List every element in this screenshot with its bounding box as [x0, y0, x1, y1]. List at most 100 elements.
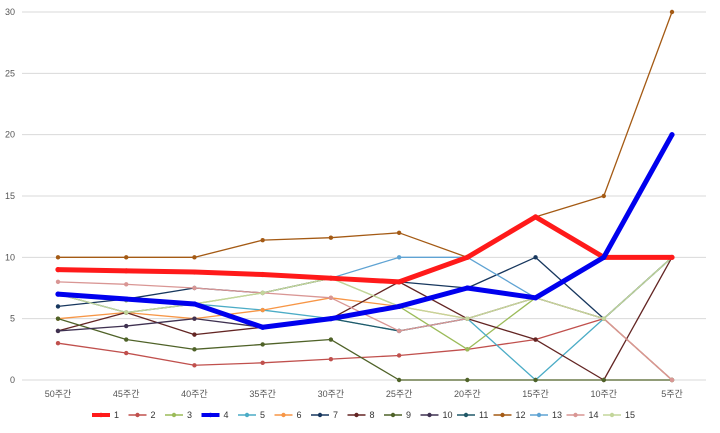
data-point [191, 301, 198, 307]
data-point [124, 323, 129, 329]
data-point [123, 296, 129, 302]
data-point [260, 360, 265, 366]
data-point [192, 332, 197, 337]
data-point [124, 337, 129, 342]
data-point [601, 254, 607, 260]
series-line-15 [57, 256, 673, 320]
series-5 [55, 291, 675, 383]
data-point [464, 254, 470, 260]
legend-marker [536, 412, 542, 418]
legend-label: 6 [297, 410, 302, 420]
data-point [260, 342, 265, 347]
data-point [124, 255, 129, 260]
legend-marker [135, 412, 140, 418]
legend-label: 12 [516, 410, 526, 420]
data-point [328, 295, 334, 301]
data-point [396, 353, 402, 358]
data-point [55, 291, 61, 297]
series-line-8 [57, 256, 673, 381]
data-point [396, 279, 402, 285]
data-point [669, 132, 675, 138]
data-point [260, 271, 266, 278]
data-point [55, 328, 61, 334]
y-tick-label: 10 [5, 252, 15, 262]
data-point [328, 235, 334, 240]
x-tick-label: 40주간 [181, 389, 208, 399]
data-point [260, 237, 265, 243]
series-10 [55, 255, 675, 334]
legend-marker [573, 412, 578, 418]
x-tick-label: 25주간 [386, 389, 413, 399]
data-point [601, 193, 606, 199]
data-point [55, 267, 61, 273]
data-point [260, 324, 266, 330]
data-point [55, 304, 61, 309]
data-point [669, 254, 675, 260]
legend-marker [390, 412, 396, 418]
legend-label: 9 [406, 410, 411, 420]
series-4 [55, 132, 675, 330]
legend-item-12: 12 [493, 410, 526, 420]
legend-item-11: 11 [457, 410, 488, 420]
data-point [532, 214, 539, 220]
data-point [55, 279, 61, 285]
data-point [396, 328, 402, 334]
data-point [533, 255, 538, 260]
data-point [396, 377, 402, 383]
legend-marker [281, 412, 286, 418]
legend-marker [500, 412, 505, 418]
series-line-12 [57, 11, 673, 258]
data-point [124, 282, 129, 287]
legend-item-3: 3 [165, 410, 192, 420]
x-tick-label: 5주간 [661, 389, 683, 399]
y-tick-label: 25 [5, 68, 15, 78]
legend-label: 10 [443, 410, 453, 420]
data-point [124, 350, 129, 356]
legend-item-6: 6 [274, 410, 302, 420]
data-point [192, 363, 197, 368]
legend-label: 11 [479, 410, 488, 420]
data-point [191, 269, 198, 275]
data-point [465, 377, 470, 383]
x-tick-label: 15주간 [522, 389, 549, 399]
legend-item-1: 1 [92, 410, 119, 420]
legend-item-13: 13 [530, 410, 562, 420]
data-point [465, 347, 470, 352]
legend-label: 14 [589, 410, 599, 420]
x-tick-label: 20주간 [454, 389, 481, 399]
data-point [669, 377, 675, 383]
legend-marker [354, 412, 359, 418]
data-point [328, 356, 334, 362]
data-point [328, 316, 334, 322]
data-point [669, 9, 675, 15]
legend-label: 15 [625, 410, 635, 420]
data-point [601, 377, 606, 383]
legend-marker [427, 412, 432, 418]
data-point [192, 347, 197, 352]
data-point [328, 275, 334, 281]
data-point [396, 303, 402, 309]
legend-marker [317, 412, 323, 418]
legend-item-5: 5 [238, 410, 265, 420]
legend-label: 8 [370, 410, 375, 420]
x-tick-label: 30주간 [318, 389, 345, 399]
data-point [55, 341, 61, 346]
data-point [260, 290, 265, 296]
data-point [55, 316, 61, 321]
y-tick-label: 20 [5, 130, 15, 140]
x-tick-label: 10주간 [590, 389, 617, 399]
series-line-1 [55, 214, 675, 285]
y-tick-label: 15 [5, 191, 15, 201]
data-point [533, 337, 538, 342]
legend-label: 7 [333, 410, 338, 420]
legend-label: 1 [114, 410, 119, 420]
data-point [192, 316, 197, 321]
legend-item-7: 7 [311, 410, 338, 420]
data-point [464, 285, 470, 291]
series-1 [55, 214, 675, 285]
y-tick-label: 0 [10, 375, 15, 385]
legend-marker [244, 412, 250, 418]
x-tick-label: 45주간 [113, 389, 140, 399]
